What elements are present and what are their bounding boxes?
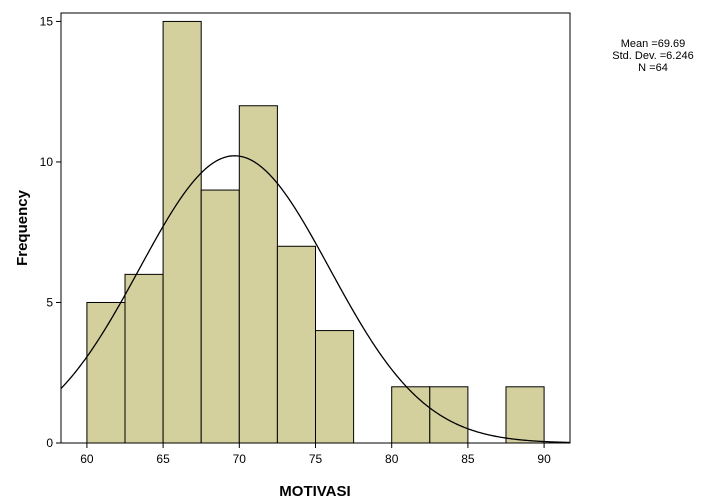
statistics-box: Mean =69.69 Std. Dev. =6.246 N =64 [598,38,708,74]
bars-group [86,20,545,444]
histogram-bar [391,386,431,444]
histogram-bar [238,105,278,444]
y-tick-label: 10 [40,155,54,169]
x-tick-label: 85 [461,452,475,466]
histogram-bar [86,301,126,444]
y-tick-label: 0 [46,436,53,450]
y-tick-label: 5 [46,295,53,309]
x-tick-label: 60 [80,452,94,466]
stats-std-dev: Std. Dev. =6.246 [612,50,694,62]
x-tick-label: 65 [156,452,170,466]
histogram-bar [315,330,355,444]
histogram-bar [276,245,316,444]
y-tick-label: 15 [40,14,54,28]
x-axis-title: MOTIVASI [279,483,350,499]
y-axis-title: Frequency [14,189,31,266]
x-tick-label: 80 [385,452,399,466]
histogram-bar [124,273,164,444]
histogram-bar [505,386,545,444]
axes-group: 60 65 70 75 80 85 90 0 5 10 15 [40,14,551,466]
x-tick-label: 70 [233,452,247,466]
histogram-bar [429,386,469,444]
x-tick-label: 75 [309,452,323,466]
histogram-bar [200,189,240,444]
stats-mean: Mean =69.69 [620,38,686,50]
x-tick-label: 90 [537,452,551,466]
stats-n: N =64 [638,62,668,74]
normal-curve [60,155,571,444]
histogram-bar [162,20,202,444]
